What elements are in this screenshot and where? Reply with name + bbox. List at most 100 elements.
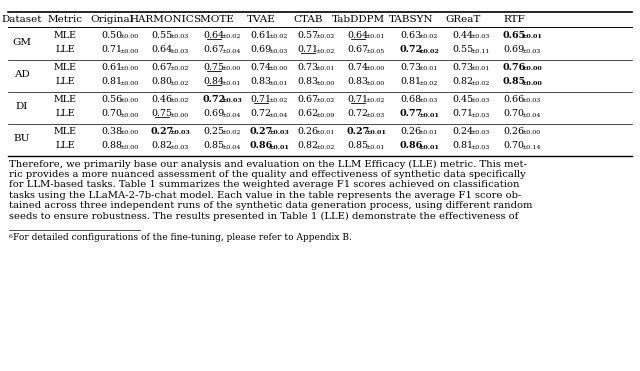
Text: 0.46: 0.46 xyxy=(152,95,173,104)
Text: 0.86: 0.86 xyxy=(250,141,273,150)
Text: ±0.01: ±0.01 xyxy=(221,81,241,86)
Text: 0.73: 0.73 xyxy=(401,63,422,72)
Text: ±0.04: ±0.04 xyxy=(221,145,241,150)
Text: 0.83: 0.83 xyxy=(250,77,271,86)
Text: ±0.02: ±0.02 xyxy=(170,98,189,103)
Text: DI: DI xyxy=(16,102,28,111)
Text: ±0.02: ±0.02 xyxy=(316,145,335,150)
Text: 0.26: 0.26 xyxy=(504,127,525,136)
Text: 0.65: 0.65 xyxy=(502,31,525,40)
Text: SMOTE: SMOTE xyxy=(193,16,234,24)
Text: ±0.02: ±0.02 xyxy=(419,34,438,39)
Text: 0.68: 0.68 xyxy=(401,95,422,104)
Text: ±0.00: ±0.00 xyxy=(522,130,541,135)
Text: 0.70: 0.70 xyxy=(504,141,525,150)
Text: ric provides a more nuanced assessment of the quality and effectiveness of synth: ric provides a more nuanced assessment o… xyxy=(9,170,525,179)
Text: ±0.00: ±0.00 xyxy=(522,66,542,71)
Text: ±0.02: ±0.02 xyxy=(365,98,385,103)
Text: ±0.04: ±0.04 xyxy=(221,113,241,118)
Text: 0.70: 0.70 xyxy=(504,109,525,118)
Text: 0.71: 0.71 xyxy=(452,109,474,118)
Text: Metric: Metric xyxy=(47,16,83,24)
Text: 0.27: 0.27 xyxy=(150,127,173,136)
Text: ±0.00: ±0.00 xyxy=(120,34,139,39)
Text: 0.50: 0.50 xyxy=(101,31,123,40)
Text: ±0.02: ±0.02 xyxy=(316,49,335,54)
Text: 0.73: 0.73 xyxy=(298,63,319,72)
Text: seeds to ensure robustness. The results presented in Table 1 (LLE) demonstrate t: seeds to ensure robustness. The results … xyxy=(9,212,518,221)
Text: 0.61: 0.61 xyxy=(250,31,271,40)
Text: 0.82: 0.82 xyxy=(298,141,319,150)
Text: ±0.00: ±0.00 xyxy=(365,66,385,71)
Text: ±0.02: ±0.02 xyxy=(419,49,440,54)
Text: ±0.03: ±0.03 xyxy=(470,145,490,150)
Text: TVAE: TVAE xyxy=(246,16,275,24)
Text: 0.81: 0.81 xyxy=(452,141,474,150)
Text: 0.26: 0.26 xyxy=(298,127,319,136)
Text: 0.69: 0.69 xyxy=(204,109,225,118)
Text: ±0.01: ±0.01 xyxy=(269,145,289,150)
Text: HARMONIC: HARMONIC xyxy=(130,16,195,24)
Text: 0.26: 0.26 xyxy=(401,127,422,136)
Text: ±0.00: ±0.00 xyxy=(120,66,139,71)
Text: 0.67: 0.67 xyxy=(152,63,173,72)
Text: 0.72: 0.72 xyxy=(348,109,369,118)
Text: 0.82: 0.82 xyxy=(152,141,173,150)
Text: 0.64: 0.64 xyxy=(152,45,173,54)
Text: 6: 6 xyxy=(9,234,13,239)
Text: MLE: MLE xyxy=(54,127,77,136)
Text: ±0.02: ±0.02 xyxy=(419,81,438,86)
Text: 0.69: 0.69 xyxy=(504,45,525,54)
Text: 0.74: 0.74 xyxy=(250,63,271,72)
Text: AD: AD xyxy=(14,70,30,79)
Text: 0.74: 0.74 xyxy=(348,63,369,72)
Text: LLE: LLE xyxy=(55,109,75,118)
Text: 0.63: 0.63 xyxy=(401,31,422,40)
Text: ±0.02: ±0.02 xyxy=(470,81,490,86)
Text: ±0.02: ±0.02 xyxy=(170,66,189,71)
Text: ±0.03: ±0.03 xyxy=(365,113,385,118)
Text: ±0.00: ±0.00 xyxy=(316,81,335,86)
Text: 0.61: 0.61 xyxy=(101,63,123,72)
Text: 0.55: 0.55 xyxy=(152,31,173,40)
Text: ±0.03: ±0.03 xyxy=(170,130,190,135)
Text: ±0.04: ±0.04 xyxy=(522,113,541,118)
Text: 0.75: 0.75 xyxy=(204,63,225,72)
Text: ±0.01: ±0.01 xyxy=(522,34,542,39)
Text: 0.45: 0.45 xyxy=(452,95,474,104)
Text: ±0.01: ±0.01 xyxy=(365,34,385,39)
Text: ±0.03: ±0.03 xyxy=(170,145,189,150)
Text: 0.77: 0.77 xyxy=(399,109,422,118)
Text: ±0.01: ±0.01 xyxy=(269,81,288,86)
Text: ±0.11: ±0.11 xyxy=(470,49,490,54)
Text: LLE: LLE xyxy=(55,45,75,54)
Text: TABSYN: TABSYN xyxy=(388,16,433,24)
Text: ±0.01: ±0.01 xyxy=(316,130,335,135)
Text: ±0.01: ±0.01 xyxy=(365,145,385,150)
Text: 0.81: 0.81 xyxy=(401,77,422,86)
Text: 0.71: 0.71 xyxy=(348,95,369,104)
Text: 0.75: 0.75 xyxy=(152,109,173,118)
Text: Dataset: Dataset xyxy=(2,16,42,24)
Text: 0.69: 0.69 xyxy=(250,45,271,54)
Text: 0.24: 0.24 xyxy=(452,127,474,136)
Text: 0.38: 0.38 xyxy=(101,127,123,136)
Text: ±0.03: ±0.03 xyxy=(269,130,289,135)
Text: ±0.02: ±0.02 xyxy=(221,130,241,135)
Text: ±0.01: ±0.01 xyxy=(316,66,335,71)
Text: 0.64: 0.64 xyxy=(348,31,369,40)
Text: 0.66: 0.66 xyxy=(504,95,525,104)
Text: 0.44: 0.44 xyxy=(452,31,474,40)
Text: ±0.01: ±0.01 xyxy=(365,130,387,135)
Text: ±0.05: ±0.05 xyxy=(365,49,385,54)
Text: GM: GM xyxy=(13,38,31,47)
Text: ±0.02: ±0.02 xyxy=(269,98,288,103)
Text: ±0.00: ±0.00 xyxy=(269,66,288,71)
Text: ±0.00: ±0.00 xyxy=(120,113,139,118)
Text: 0.71: 0.71 xyxy=(250,95,271,104)
Text: 0.72: 0.72 xyxy=(250,109,271,118)
Text: 0.85: 0.85 xyxy=(502,77,525,86)
Text: 0.56: 0.56 xyxy=(101,95,123,104)
Text: ±0.02: ±0.02 xyxy=(221,34,241,39)
Text: ±0.03: ±0.03 xyxy=(419,98,438,103)
